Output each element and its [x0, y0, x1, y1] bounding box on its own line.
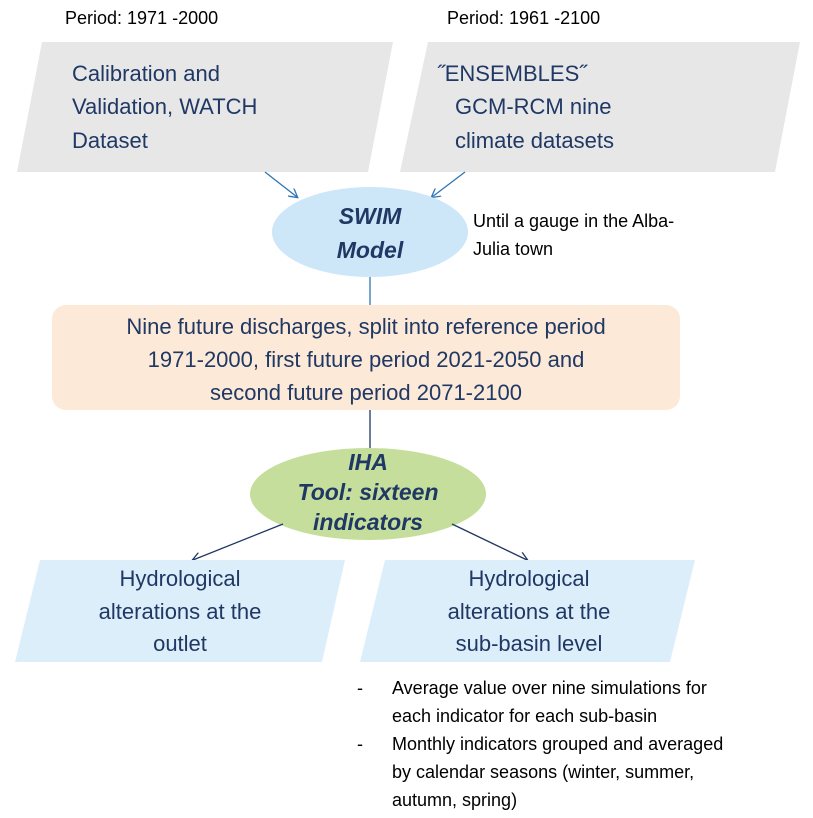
arrow	[432, 171, 466, 197]
model-ellipse	[272, 187, 468, 277]
process-box	[52, 305, 680, 410]
period-label: Period: 1961 -2100	[447, 8, 600, 28]
node-text: IHA	[348, 449, 388, 475]
output-box	[360, 560, 695, 662]
node-text: Validation, WATCH	[72, 94, 257, 119]
bullet-text: autumn, spring)	[392, 790, 517, 810]
node-text: sub-basin level	[456, 631, 603, 656]
node-text: climate datasets	[455, 128, 614, 153]
bullet-text: Average value over nine simulations for	[392, 678, 707, 698]
node-text: Nine future discharges, split into refer…	[126, 314, 605, 339]
period-label: Period: 1971 -2000	[65, 8, 218, 28]
node-text: 1971-2000, first future period 2021-2050…	[148, 347, 585, 372]
note-text: Julia town	[473, 239, 553, 259]
arrow	[451, 523, 527, 560]
bullet-marker: -	[357, 734, 363, 754]
note-text: Until a gauge in the Alba-	[473, 211, 674, 231]
node-text: outlet	[153, 631, 207, 656]
output-box	[15, 560, 345, 662]
node-text: ˝ENSEMBLES˝	[437, 61, 588, 86]
node-text: Tool: sixteen	[298, 479, 439, 505]
bullet-text: Monthly indicators grouped and averaged	[392, 734, 723, 754]
bullet-text: by calendar seasons (winter, summer,	[392, 762, 694, 782]
node-text: Model	[337, 237, 404, 263]
input-box	[17, 42, 393, 172]
node-text: alterations at the	[448, 599, 611, 624]
tool-ellipse	[250, 448, 486, 540]
node-text: Hydrological	[119, 566, 240, 591]
bullet-text: each indicator for each sub-basin	[392, 706, 657, 726]
node-text: alterations at the	[99, 599, 262, 624]
node-text: Dataset	[72, 128, 148, 153]
node-text: Calibration and	[72, 61, 220, 86]
bullet-marker: -	[357, 678, 363, 698]
node-text: Hydrological	[468, 566, 589, 591]
arrow	[264, 171, 297, 197]
node-text: SWIM	[339, 203, 402, 229]
input-box	[400, 42, 800, 172]
node-text: second future period 2071-2100	[210, 380, 522, 405]
arrow	[193, 523, 284, 560]
node-text: indicators	[313, 509, 423, 535]
node-text: GCM-RCM nine	[455, 94, 611, 119]
